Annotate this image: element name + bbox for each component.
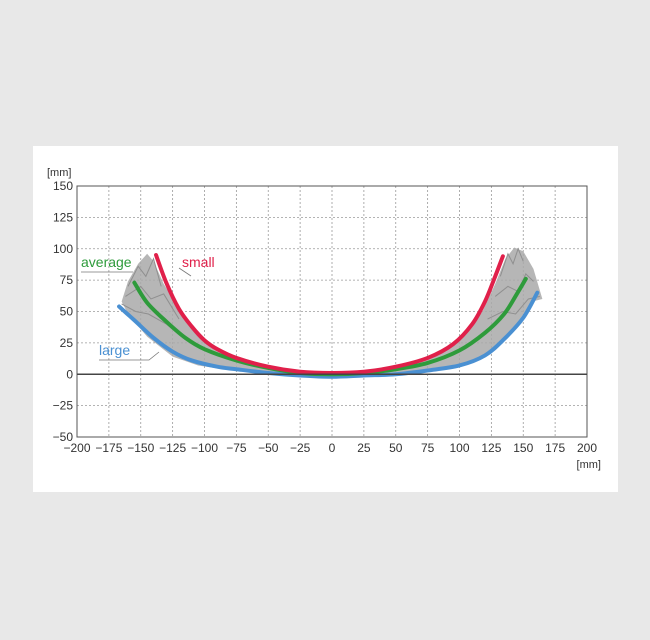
y-tick-label: 100 [53,242,73,256]
y-tick-label: 25 [60,336,74,350]
x-tick-label: 200 [577,441,597,455]
spread-region-left [121,253,332,376]
x-tick-label: 0 [329,441,336,455]
x-tick-label: 25 [357,441,371,455]
y-tick-label: −50 [53,430,74,444]
chart-card: [mm] [mm] −50 −25 0 25 50 75 100 125 150 −200 −175… [33,146,618,492]
x-tick-label: −200 [63,441,90,455]
x-tick-label: 175 [545,441,565,455]
y-tick-label: 50 [60,305,74,319]
leader-line-large [99,351,160,361]
y-tick-label: 0 [66,367,73,381]
series-label-large: large [99,342,130,358]
spread-trace [125,285,180,320]
x-axis-unit: [mm] [577,459,601,471]
leader-line-small [178,267,192,277]
series-line-small [154,253,505,375]
series-label-average: average [81,254,132,270]
spread-trace [487,295,540,320]
y-axis-unit: [mm] [47,167,71,179]
x-tick-label: −150 [127,441,154,455]
x-tick-label: 75 [421,441,435,455]
y-tick-label: 75 [60,273,74,287]
x-tick-label: 125 [481,441,501,455]
plot-frame [76,185,588,438]
series-label-small: small [182,254,215,270]
spread-trace [127,257,162,287]
y-tick-label: 150 [53,179,73,193]
y-tick-label: −25 [53,399,74,413]
axes: −50 −25 0 25 50 75 100 125 150 −200 −175 −150 −125 −1… [53,179,598,455]
x-tick-label: −50 [258,441,279,455]
x-tick-label: 100 [449,441,469,455]
x-tick-label: −125 [159,441,186,455]
spread-envelope [121,247,543,376]
series-line-large [117,290,540,379]
x-tick-label: 50 [389,441,403,455]
series-lines [117,253,540,379]
spread-region-right [332,247,543,376]
spread-trace [499,247,524,277]
x-tick-label: −100 [191,441,218,455]
chart-canvas: [mm] [mm] −50 −25 0 25 50 75 100 125 150 −200 −175… [47,167,601,471]
x-tick-label: −75 [226,441,247,455]
x-tick-label: −175 [95,441,122,455]
y-tick-label: 125 [53,210,73,224]
x-tick-label: −25 [290,441,311,455]
series-labels: small average large [81,254,215,361]
x-tick-label: 150 [513,441,533,455]
